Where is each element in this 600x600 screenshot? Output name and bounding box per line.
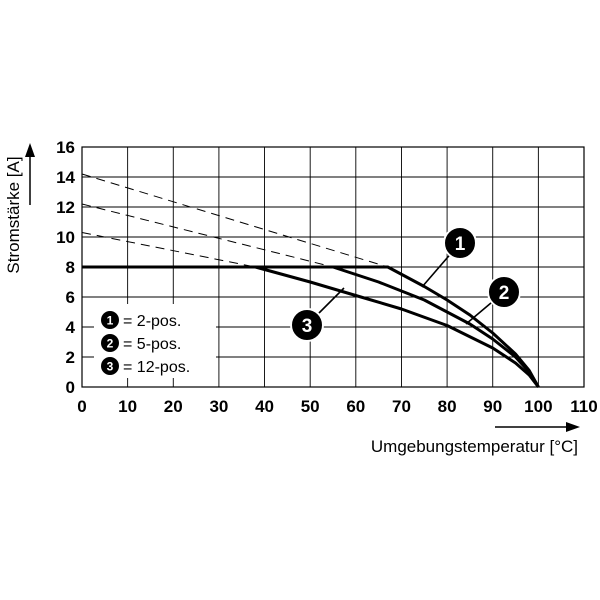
y-tick-label: 14 — [56, 168, 75, 187]
series-1-badge — [443, 226, 477, 260]
y-tick-label: 10 — [56, 228, 75, 247]
x-tick-label: 0 — [77, 397, 86, 416]
legend-badge-1-label: 1 — [107, 314, 114, 328]
series-3-badge-label: 3 — [302, 316, 313, 337]
legend-item-2: = 5-pos. — [123, 336, 181, 353]
series-2-dashed-line — [81, 203, 334, 268]
series-1-badge-label: 1 — [455, 234, 466, 255]
x-tick-label: 50 — [301, 397, 320, 416]
x-tick-label: 70 — [392, 397, 411, 416]
legend-badge-2-label: 2 — [107, 337, 114, 351]
x-tick-label: 80 — [438, 397, 457, 416]
legend-badge-1 — [101, 311, 119, 329]
x-tick-label: 90 — [483, 397, 502, 416]
x-tick-label: 110 — [570, 397, 597, 416]
y-tick-label: 4 — [66, 318, 76, 337]
y-axis-label: Stromstärke [A] — [4, 156, 23, 273]
series-2-line — [82, 265, 540, 388]
legend-badge-2 — [101, 334, 119, 352]
x-tick-label: 10 — [118, 397, 137, 416]
x-axis-label: Umgebungstemperatur [°C] — [371, 437, 578, 456]
series-3-line — [82, 265, 540, 388]
y-tick-label: 6 — [66, 288, 75, 307]
y-tick-label: 8 — [66, 258, 75, 277]
extrapolation-lines — [81, 173, 388, 268]
x-tick-label: 60 — [346, 397, 365, 416]
x-tick-label: 100 — [524, 397, 552, 416]
series-3-badge — [290, 308, 324, 342]
legend-item-3: = 12-pos. — [123, 359, 190, 376]
series-lines — [82, 265, 540, 388]
y-tick-label: 12 — [56, 198, 75, 217]
legend-badge-3-label: 3 — [107, 360, 114, 374]
y-tick-label: 16 — [56, 138, 75, 157]
series-2-badge-label: 2 — [499, 283, 510, 304]
legend-badge-3 — [101, 357, 119, 375]
series-2-badge — [487, 275, 521, 309]
legend: 1 = 2-pos. 2 = 5-pos. 3 = 12-pos. — [94, 304, 216, 378]
x-axis-arrow — [495, 422, 580, 432]
legend-item-1: = 2-pos. — [123, 313, 181, 330]
x-tick-label: 30 — [209, 397, 228, 416]
y-tick-label: 0 — [66, 378, 75, 397]
series-1-dashed-line — [81, 173, 388, 268]
series-3-dashed-line — [81, 232, 256, 268]
x-tick-label: 40 — [255, 397, 274, 416]
series-callouts: 1 2 3 — [290, 226, 521, 342]
x-tick-label: 20 — [164, 397, 183, 416]
y-axis-arrow — [25, 143, 35, 205]
y-tick-label: 2 — [66, 348, 75, 367]
